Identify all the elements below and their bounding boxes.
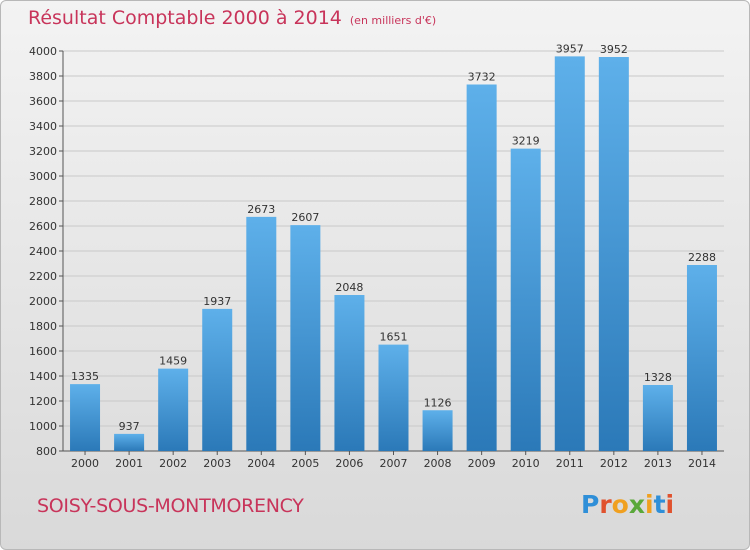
y-tick-label: 1800	[29, 320, 57, 333]
data-label-2011: 3957	[556, 42, 584, 55]
chart-title: Résultat Comptable 2000 à 2014 (en millie…	[28, 7, 436, 29]
y-tick-label: 3200	[29, 145, 57, 158]
data-label-2002: 1459	[159, 355, 187, 368]
y-tick-label: 2000	[29, 295, 57, 308]
bar-2000	[70, 384, 101, 451]
x-tick-label-2007: 2007	[380, 457, 408, 470]
bar-2013	[642, 385, 673, 451]
y-tick-label: 4000	[29, 45, 57, 58]
y-tick-label: 1400	[29, 370, 57, 383]
data-label-2005: 2607	[291, 211, 319, 224]
x-tick-label-2002: 2002	[159, 457, 187, 470]
bar-2012	[598, 57, 629, 451]
y-tick-label: 800	[36, 445, 57, 458]
bar-2011	[554, 56, 585, 451]
data-label-2004: 2673	[247, 203, 275, 216]
y-tick-label: 3000	[29, 170, 57, 183]
x-tick-label-2012: 2012	[600, 457, 628, 470]
x-tick-label-2008: 2008	[424, 457, 452, 470]
y-tick-label: 2800	[29, 195, 57, 208]
bar-2009	[466, 84, 497, 451]
bar-2004	[246, 216, 277, 451]
data-label-2000: 1335	[71, 370, 99, 383]
data-label-2001: 937	[119, 420, 140, 433]
bar-2003	[202, 308, 233, 451]
bar-2010	[510, 148, 541, 451]
data-label-2009: 3732	[468, 71, 496, 84]
bar-2005	[290, 225, 321, 451]
y-tick-label: 3400	[29, 120, 57, 133]
data-label-2008: 1126	[424, 396, 452, 409]
bar-2007	[378, 344, 409, 451]
y-tick-label: 1000	[29, 420, 57, 433]
bar-2001	[114, 433, 145, 451]
x-tick-label-2000: 2000	[71, 457, 99, 470]
data-label-2010: 3219	[512, 135, 540, 148]
x-tick-label-2005: 2005	[291, 457, 319, 470]
x-tick-label-2010: 2010	[512, 457, 540, 470]
bar-2014	[686, 265, 717, 451]
proxiti-logo: Proxiti	[581, 490, 675, 519]
title-text: Résultat Comptable 2000 à 2014	[28, 7, 342, 29]
data-label-2003: 1937	[203, 295, 231, 308]
x-tick-label-2014: 2014	[688, 457, 716, 470]
unit-label: (en milliers d'€)	[349, 14, 437, 27]
x-tick-label-2004: 2004	[247, 457, 275, 470]
bar-2006	[334, 295, 365, 451]
x-tick-label-2001: 2001	[115, 457, 143, 470]
x-tick-label-2013: 2013	[644, 457, 672, 470]
y-tick-label: 2400	[29, 245, 57, 258]
x-tick-label-2003: 2003	[203, 457, 231, 470]
data-label-2014: 2288	[688, 251, 716, 264]
data-label-2013: 1328	[644, 371, 672, 384]
bar-2008	[422, 410, 453, 451]
x-tick-label-2006: 2006	[335, 457, 363, 470]
data-label-2006: 2048	[335, 281, 363, 294]
y-tick-label: 3600	[29, 95, 57, 108]
y-tick-label: 3800	[29, 70, 57, 83]
x-tick-label-2009: 2009	[468, 457, 496, 470]
bar-2002	[158, 368, 189, 451]
y-tick-label: 2600	[29, 220, 57, 233]
y-tick-label: 2200	[29, 270, 57, 283]
data-label-2012: 3952	[600, 43, 628, 56]
data-label-2007: 1651	[380, 331, 408, 344]
y-tick-label: 1200	[29, 395, 57, 408]
y-tick-label: 1600	[29, 345, 57, 358]
x-tick-label-2011: 2011	[556, 457, 584, 470]
commune-name: SOISY-SOUS-MONTMORENCY	[37, 495, 304, 517]
